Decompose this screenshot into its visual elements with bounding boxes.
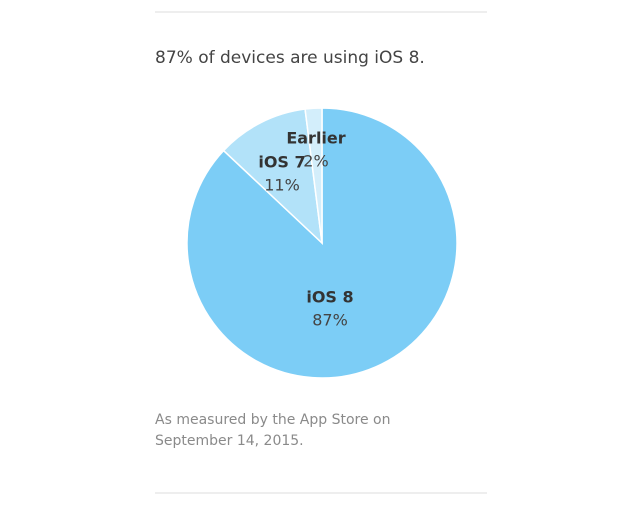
pie-slice bbox=[304, 107, 323, 244]
slice-label: iOS 8 bbox=[306, 288, 353, 307]
chart-title: 87% of devices are using iOS 8. bbox=[155, 48, 425, 68]
slice-value-label: 2% bbox=[303, 152, 328, 171]
pie-slice bbox=[222, 108, 324, 245]
slice-value-label: 11% bbox=[264, 176, 300, 195]
pie bbox=[186, 107, 458, 379]
slice-label: Earlier bbox=[286, 129, 345, 148]
slice-label: iOS 7 bbox=[258, 153, 305, 172]
slice-value-label: 87% bbox=[312, 311, 348, 330]
footnote: September 14, 2015. bbox=[155, 433, 304, 449]
footnote: As measured by the App Store on bbox=[155, 412, 390, 428]
